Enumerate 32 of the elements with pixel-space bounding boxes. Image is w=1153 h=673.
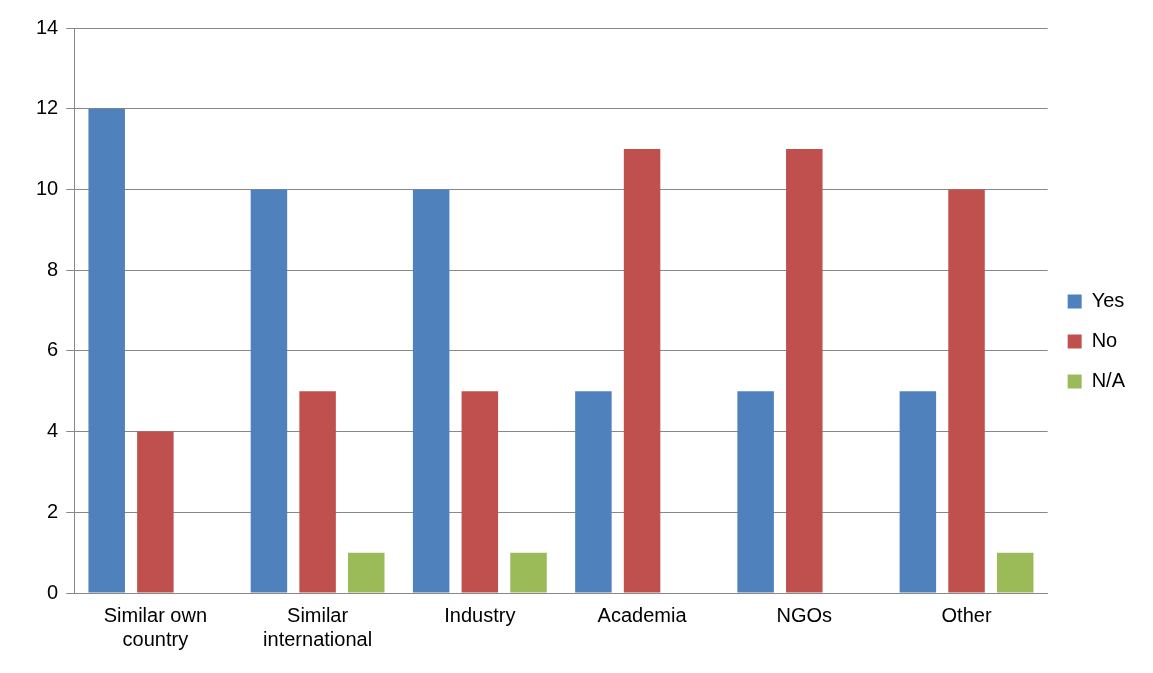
y-tick-label: 2 [47, 499, 59, 522]
bar [737, 391, 774, 593]
bar [412, 189, 450, 593]
x-tick-label: Other [941, 603, 992, 626]
bar [348, 552, 385, 593]
y-tick-label: 0 [47, 580, 59, 603]
legend-label: N/A [1091, 369, 1126, 392]
y-tick-label: 12 [36, 96, 59, 119]
y-tick-label: 10 [36, 176, 59, 199]
bar [786, 149, 823, 593]
bar [461, 391, 499, 593]
bar [575, 391, 612, 593]
x-tick-label: Industry [444, 603, 516, 626]
x-tick-label: NGOs [776, 603, 833, 626]
bar [996, 552, 1034, 593]
legend-label: No [1091, 329, 1118, 352]
bar [88, 108, 125, 593]
bar [250, 189, 288, 593]
x-tick-label: Similar international [263, 603, 373, 650]
x-tick-label: Academia [597, 603, 688, 626]
bar [510, 552, 547, 593]
bar [299, 391, 336, 593]
bar [899, 391, 937, 593]
legend-label: Yes [1091, 289, 1125, 312]
bar [137, 431, 174, 593]
y-tick-label: 4 [47, 419, 59, 442]
bar [623, 149, 661, 593]
x-tick-label: Similar own country [103, 603, 208, 650]
bar [948, 189, 985, 593]
y-tick-label: 6 [47, 338, 59, 361]
y-tick-label: 14 [36, 15, 59, 38]
y-tick-label: 8 [47, 257, 59, 280]
